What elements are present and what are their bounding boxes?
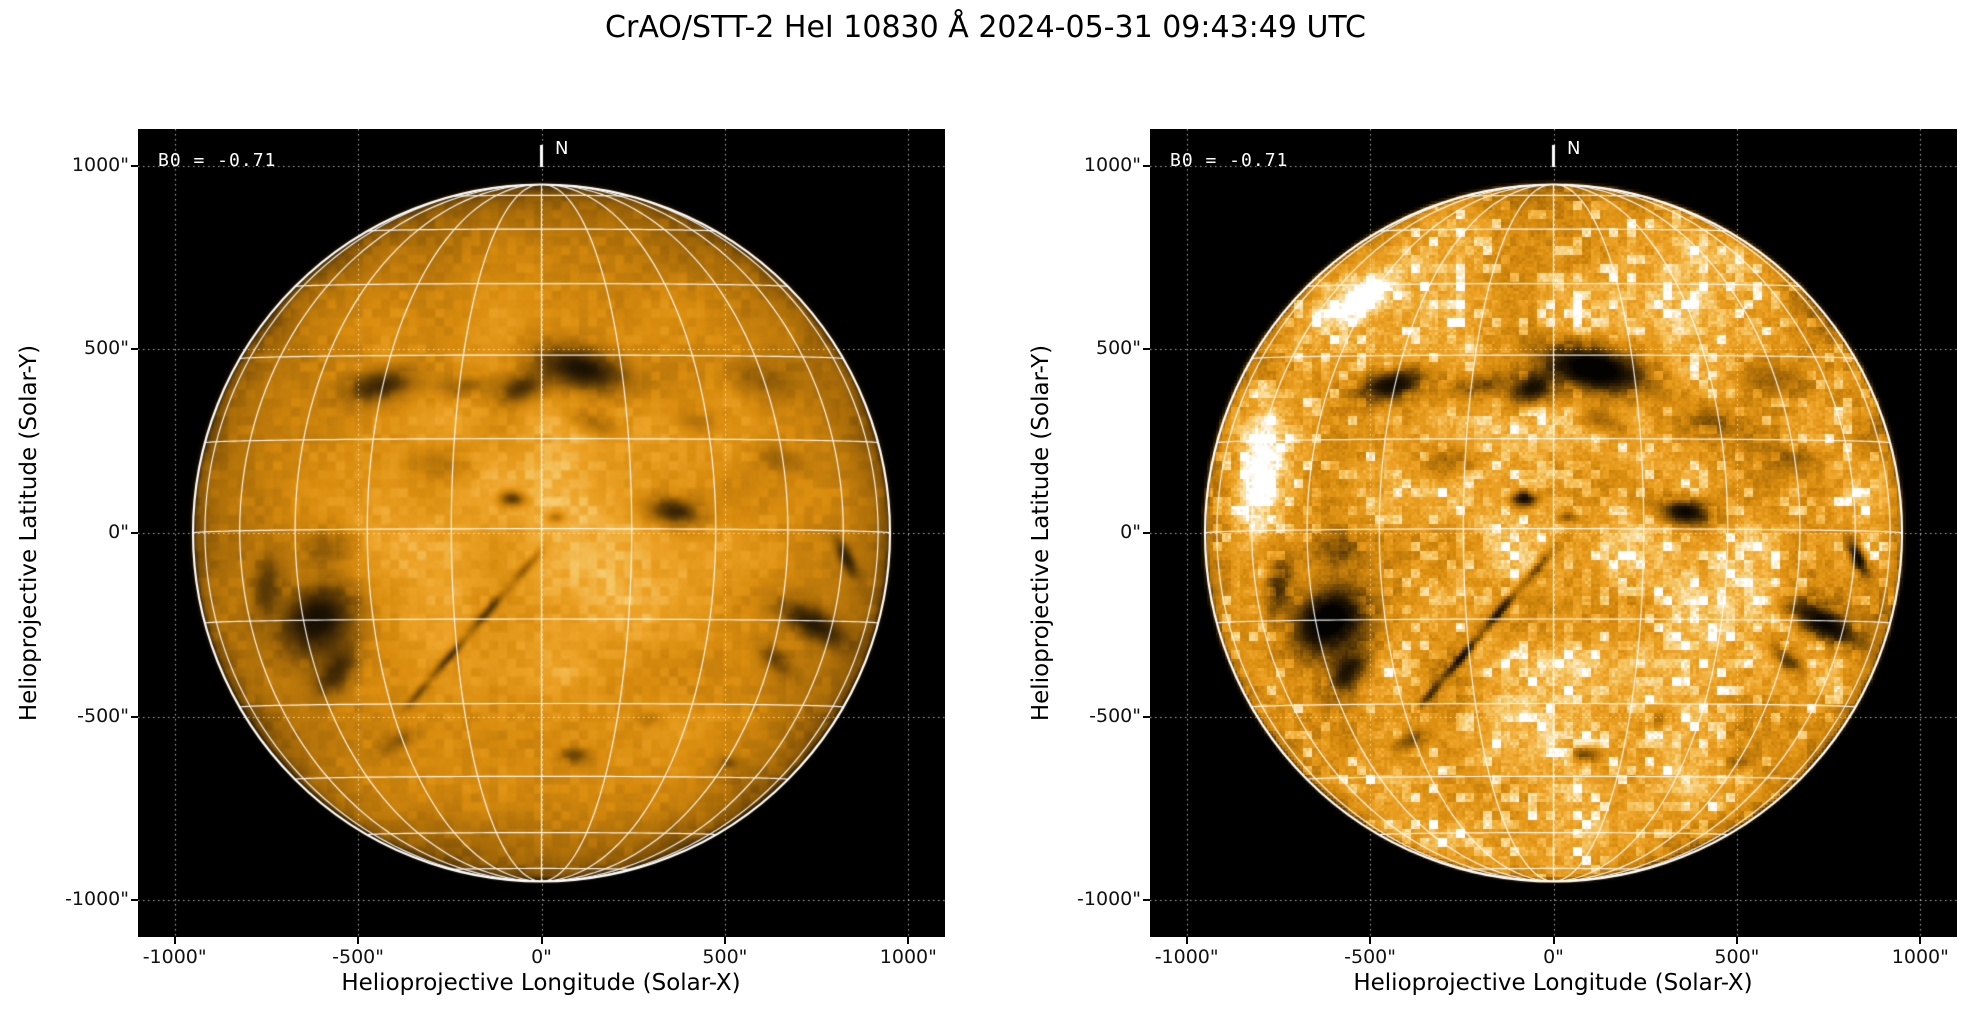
- y-tick-mark: [1143, 164, 1150, 167]
- y-tick-label: 1000": [1083, 153, 1141, 176]
- y-tick-label: 500": [1095, 337, 1141, 360]
- x-axis-label-left: Helioprojective Longitude (Solar-X): [341, 970, 741, 996]
- y-tick-mark: [1143, 899, 1150, 902]
- y-tick-mark: [1143, 532, 1150, 534]
- y-tick-label: -500": [1089, 704, 1141, 727]
- y-tick-label: -1000": [65, 888, 129, 911]
- north-label-left: N: [555, 138, 569, 159]
- y-tick-label: 0": [1120, 521, 1141, 543]
- x-tick-label: 1000": [1891, 946, 1949, 968]
- solar-disk-canvas-left: [138, 129, 945, 937]
- y-tick-mark: [1143, 348, 1150, 351]
- x-tick-label: 500": [1714, 946, 1760, 968]
- y-tick-mark: [131, 164, 138, 167]
- x-tick-mark: [1919, 937, 1922, 944]
- x-tick-mark: [723, 937, 726, 944]
- plot-area-left: B0 = -0.71 N: [138, 129, 945, 937]
- x-tick-label: 500": [702, 946, 748, 968]
- x-tick-mark: [1552, 937, 1555, 944]
- x-tick-label: 1000": [879, 946, 937, 968]
- solar-disk-canvas-right: [1150, 129, 1957, 937]
- x-tick-label: -500": [1344, 946, 1397, 968]
- x-tick-mark: [907, 937, 910, 944]
- north-label-right: N: [1567, 138, 1581, 159]
- x-tick-mark: [357, 937, 360, 944]
- y-tick-mark: [131, 348, 138, 351]
- x-tick-mark: [1185, 937, 1188, 944]
- x-tick-mark: [1369, 937, 1372, 944]
- y-tick-label: 500": [83, 337, 129, 360]
- x-tick-label: -500": [332, 946, 385, 968]
- y-tick-mark: [1143, 715, 1150, 718]
- y-tick-label: 1000": [71, 153, 129, 176]
- figure-title: CrAO/STT-2 HeI 10830 Å 2024-05-31 09:43:…: [605, 10, 1366, 45]
- x-tick-label: -1000": [142, 946, 207, 968]
- b0-annotation-right: B0 = -0.71: [1170, 150, 1289, 171]
- b0-annotation-left: B0 = -0.71: [158, 150, 277, 171]
- y-tick-mark: [131, 532, 138, 534]
- x-tick-mark: [540, 937, 543, 944]
- y-tick-label: 0": [108, 521, 129, 543]
- x-tick-label: 0": [1543, 946, 1564, 968]
- x-tick-label: 0": [531, 946, 552, 968]
- x-tick-mark: [173, 937, 176, 944]
- x-axis-label-right: Helioprojective Longitude (Solar-X): [1353, 970, 1753, 996]
- y-tick-label: -1000": [1077, 888, 1141, 911]
- x-tick-mark: [1735, 937, 1738, 944]
- x-tick-label: -1000": [1154, 946, 1219, 968]
- y-tick-mark: [131, 715, 138, 718]
- y-tick-label: -500": [77, 704, 129, 727]
- plot-area-right: B0 = -0.71 N: [1150, 129, 1957, 937]
- y-tick-mark: [131, 899, 138, 902]
